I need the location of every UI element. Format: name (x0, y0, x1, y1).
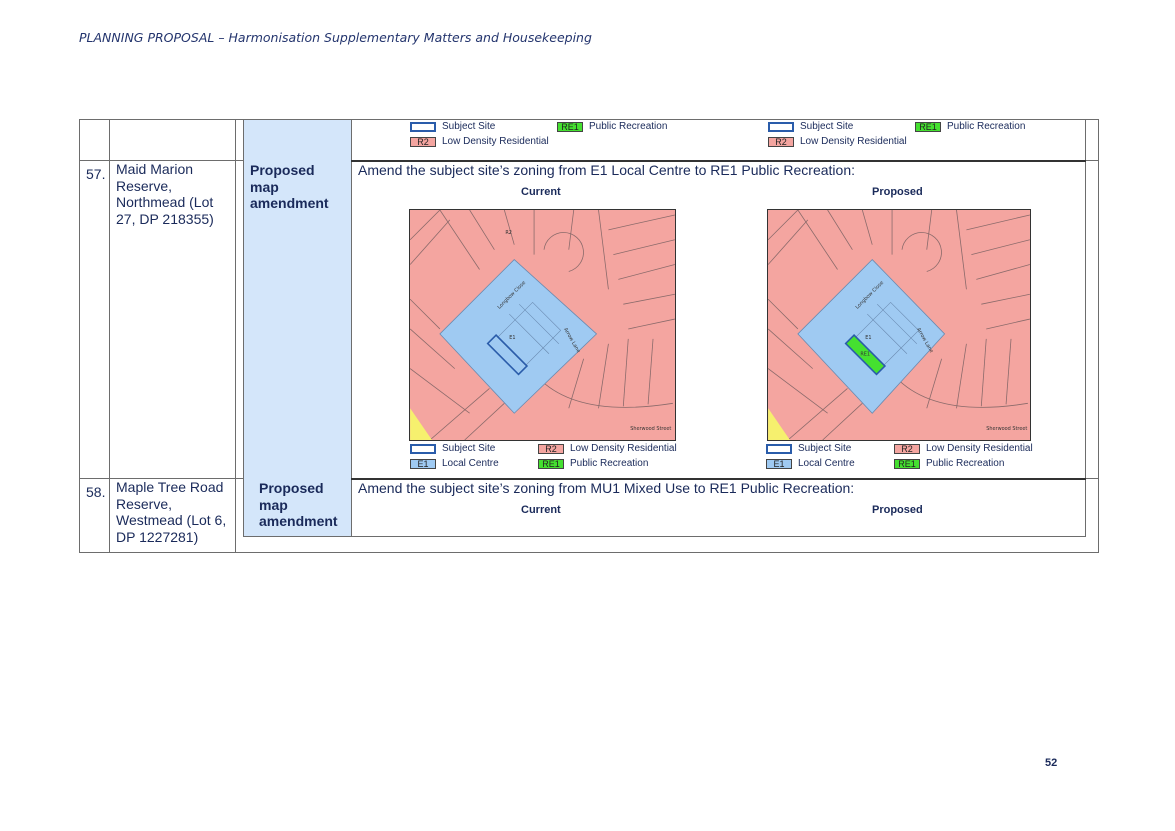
divider (351, 160, 1086, 162)
r2-swatch: R2 (768, 136, 794, 147)
street-label: Sherwood Street (986, 426, 1027, 432)
re1-swatch: RE1 (557, 121, 583, 132)
amendment-type: Proposed map amendment (250, 162, 329, 211)
divider (1085, 478, 1098, 479)
r2-swatch: R2 (894, 443, 920, 454)
legend-item: R2 Low Density Residential (894, 443, 1033, 454)
legend-label: Public Recreation (947, 121, 1026, 132)
row-number: 57. (86, 166, 106, 182)
legend-item: Subject Site (768, 121, 853, 132)
map-label: E1 (509, 335, 515, 341)
type-column (243, 120, 351, 536)
legend-label: Local Centre (442, 458, 499, 469)
map-label: E1 (865, 335, 871, 341)
subject-site-swatch (410, 121, 436, 132)
legend-label: Public Recreation (589, 121, 668, 132)
current-zoning-map: R2 E1 Longbow Close Arrow Lane Sherwood … (409, 209, 676, 441)
amendment-type: Proposed map amendment (259, 480, 338, 529)
divider (1085, 120, 1086, 536)
proposed-zoning-map: E1 RE1 Longbow Close Arrow Lane Sherwood… (767, 209, 1031, 441)
legend-label: Low Density Residential (800, 136, 907, 147)
e1-swatch: E1 (410, 458, 436, 469)
map-label: R2 (505, 230, 512, 236)
legend-label: Low Density Residential (570, 443, 677, 454)
legend-item: Subject Site (410, 443, 495, 454)
legend-item: RE1 Public Recreation (894, 458, 1004, 469)
proposed-map-title: Proposed (872, 504, 923, 516)
divider (351, 478, 1086, 480)
re1-swatch: RE1 (915, 121, 941, 132)
row-number: 58. (86, 484, 106, 500)
current-map-title: Current (521, 504, 561, 516)
legend-label: Low Density Residential (442, 136, 549, 147)
subject-site-swatch (410, 443, 436, 454)
legend-item: E1 Local Centre (766, 458, 855, 469)
legend-label: Local Centre (798, 458, 855, 469)
divider (243, 536, 1086, 537)
page-number: 52 (1045, 757, 1058, 769)
legend-item: E1 Local Centre (410, 458, 499, 469)
page-header: PLANNING PROPOSAL – Harmonisation Supple… (79, 30, 592, 45)
legend-item: Subject Site (410, 121, 495, 132)
subject-site-swatch (768, 121, 794, 132)
divider (351, 120, 352, 536)
legend-item: RE1 Public Recreation (538, 458, 648, 469)
divider (235, 120, 236, 552)
divider (80, 478, 243, 479)
street-label: Sherwood Street (630, 426, 671, 432)
r2-swatch: R2 (410, 136, 436, 147)
legend-label: Public Recreation (570, 458, 649, 469)
divider (109, 120, 110, 552)
legend-item: RE1 Public Recreation (557, 121, 667, 132)
legend-label: Subject Site (442, 121, 496, 132)
legend-label: Subject Site (798, 443, 852, 454)
amendment-description: Amend the subject site’s zoning from E1 … (358, 162, 855, 178)
subject-site-swatch (766, 443, 792, 454)
site-name: Maid Marion Reserve, Northmead (Lot 27, … (116, 161, 214, 227)
legend-label: Subject Site (800, 121, 854, 132)
legend-item: Subject Site (766, 443, 851, 454)
legend-label: Public Recreation (926, 458, 1005, 469)
legend-label: Low Density Residential (926, 443, 1033, 454)
current-map-title: Current (521, 186, 561, 198)
e1-swatch: E1 (766, 458, 792, 469)
legend-item: R2 Low Density Residential (410, 136, 549, 147)
divider (1085, 160, 1098, 161)
map-label: RE1 (860, 352, 870, 358)
divider (243, 120, 244, 536)
legend-label: Subject Site (442, 443, 496, 454)
amendments-table (79, 119, 1099, 553)
re1-swatch: RE1 (894, 458, 920, 469)
r2-swatch: R2 (538, 443, 564, 454)
re1-swatch: RE1 (538, 458, 564, 469)
proposed-map-title: Proposed (872, 186, 923, 198)
site-name: Maple Tree Road Reserve, Westmead (Lot 6… (116, 479, 227, 545)
legend-item: R2 Low Density Residential (768, 136, 907, 147)
amendment-description: Amend the subject site’s zoning from MU1… (358, 480, 855, 496)
legend-item: RE1 Public Recreation (915, 121, 1025, 132)
divider (80, 160, 243, 161)
legend-item: R2 Low Density Residential (538, 443, 677, 454)
